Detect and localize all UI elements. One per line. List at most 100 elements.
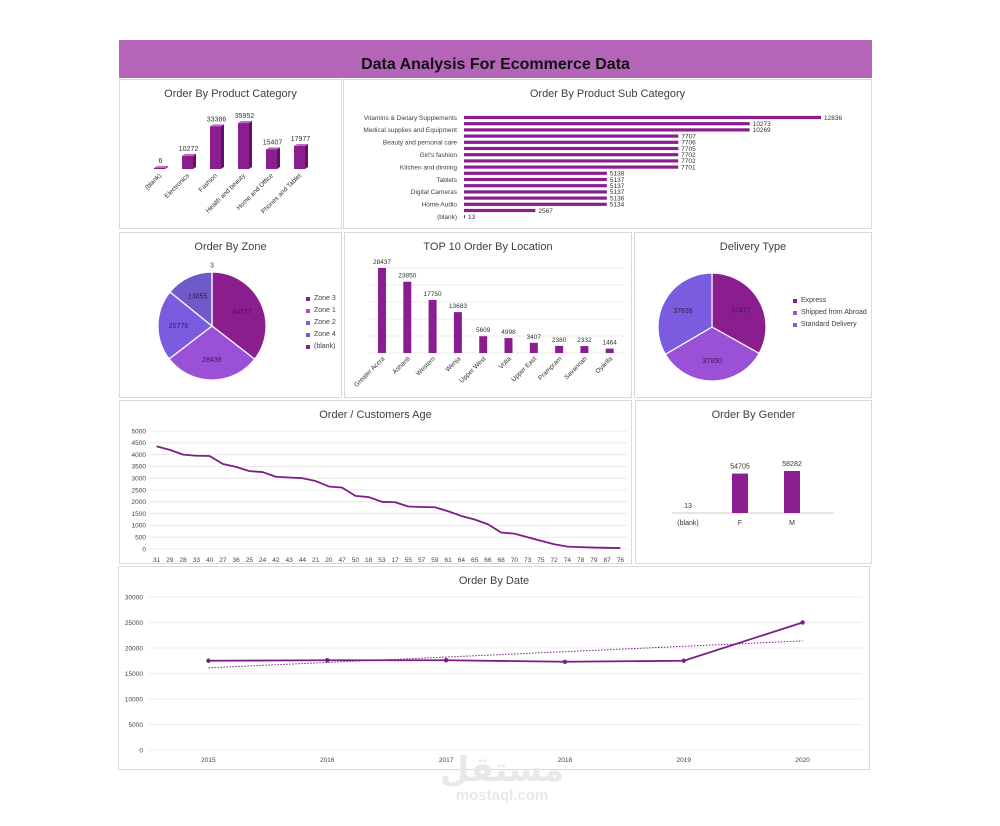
category-data-label: 35952 xyxy=(235,113,255,120)
location-bar xyxy=(378,268,386,353)
location-bar xyxy=(428,299,437,353)
subcategory-tick-label: Beauty and personal care xyxy=(383,140,457,147)
delivery-legend-label: Shipped from Abroad xyxy=(801,309,867,316)
age-ytick-label: 5000 xyxy=(132,428,147,435)
age-ytick-label: 500 xyxy=(135,535,146,542)
zone-slice xyxy=(211,271,267,360)
location-tick-label: Volta xyxy=(498,355,513,370)
category-bar-top xyxy=(210,124,224,127)
location-data-label: 5609 xyxy=(476,327,491,334)
date-xtick-label: 2016 xyxy=(320,757,335,764)
location-bar xyxy=(453,312,462,353)
category-data-label: 10272 xyxy=(179,146,199,153)
location-bar xyxy=(555,345,564,353)
subcategory-tick-label: (blank) xyxy=(437,214,457,221)
location-tick-label: Western xyxy=(415,355,437,377)
delivery-panel: Delivery Type 37477 37850 37838 Express Shi… xyxy=(634,232,872,398)
category-data-label: 17977 xyxy=(291,136,311,143)
zone-data-label: 34717 xyxy=(232,309,252,316)
subcategory-tick-label: Vitamins & Dietary Supplements xyxy=(364,115,458,122)
subcategory-tick-label: Girl's fashion xyxy=(420,152,458,159)
age-xtick-label: 74 xyxy=(564,557,572,564)
category-bar-side xyxy=(193,153,196,169)
gender-tick-label: (blank) xyxy=(677,520,698,527)
watermark-logo: مستقل mostaql.com xyxy=(437,752,567,804)
subcategory-tick-label: Tablets xyxy=(436,177,457,184)
location-data-label: 13683 xyxy=(449,303,467,310)
subcategory-bar xyxy=(464,122,750,126)
category-bar-top xyxy=(182,153,196,156)
date-data-point xyxy=(325,658,330,663)
zone-slice xyxy=(157,291,213,360)
age-xtick-label: 29 xyxy=(166,557,174,564)
zone-title: Order By Zone xyxy=(194,241,267,253)
location-bar xyxy=(529,342,538,353)
location-tick-label: Upper East xyxy=(510,355,538,383)
category-tick-label: Fashion xyxy=(198,172,220,194)
subcategory-data-label: 12836 xyxy=(824,115,842,122)
zone-legend-item: Zone 2 xyxy=(306,319,336,326)
location-tick-label: Upper West xyxy=(458,355,487,384)
age-ytick-label: 1500 xyxy=(132,511,147,518)
category-bar-side xyxy=(249,121,252,169)
age-xtick-label: 33 xyxy=(193,557,201,564)
location-tick-label: Oyarifa xyxy=(594,355,614,375)
subcategory-data-label: 7701 xyxy=(681,164,696,171)
subcategory-panel: Order By Product Sub Category 12836 Vitam… xyxy=(343,79,872,229)
location-tick-label: Savannah xyxy=(563,355,589,381)
zone-data-label: 13855 xyxy=(188,293,208,300)
age-xtick-label: 21 xyxy=(312,557,320,564)
age-xtick-label: 31 xyxy=(153,557,161,564)
category-chart: 6 (blank) 10272 Electronics 33386 Fashion 3595… xyxy=(144,113,311,215)
delivery-slice xyxy=(664,326,760,382)
subcategory-bar xyxy=(464,177,607,182)
location-bar xyxy=(580,346,589,353)
gender-title: Order By Gender xyxy=(711,409,796,421)
age-ytick-label: 3500 xyxy=(132,464,147,471)
zone-legend-item: Zone 4 xyxy=(306,331,336,338)
subcategory-bar xyxy=(464,196,607,200)
category-bar xyxy=(182,155,193,169)
subcategory-tick-label: Digital Cameras xyxy=(411,189,458,196)
age-xtick-label: 70 xyxy=(511,557,519,564)
age-xtick-label: 64 xyxy=(458,557,466,564)
category-bar-top xyxy=(294,144,308,147)
location-data-label: 28437 xyxy=(373,259,391,266)
age-xtick-label: 28 xyxy=(180,557,188,564)
delivery-data-label: 37850 xyxy=(703,358,723,365)
age-xtick-label: 47 xyxy=(339,557,347,564)
zone-legend-swatch xyxy=(306,321,310,325)
date-ytick-label: 5000 xyxy=(129,722,144,729)
age-ytick-label: 2500 xyxy=(132,487,147,494)
delivery-data-label: 37477 xyxy=(731,308,751,315)
location-chart: 28437 Greater Accra 23850 Ashanti 17750 Weste… xyxy=(353,259,625,389)
age-xtick-label: 61 xyxy=(445,557,453,564)
dashboard-title: Data Analysis For Ecommerce Data xyxy=(361,56,630,73)
gender-bar xyxy=(732,473,748,513)
date-xtick-label: 2017 xyxy=(439,757,454,764)
gender-data-label: 54705 xyxy=(730,464,750,471)
gender-panel: Order By Gender 13 (blank) 54705 F 58282 M xyxy=(635,400,872,564)
zone-legend: Zone 3 Zone 1 Zone 2 Zone 4 (blank) xyxy=(306,295,336,355)
gender-data-label: 58282 xyxy=(782,461,802,468)
category-bar xyxy=(210,126,221,169)
age-chart: 0 500 1000 1500 2000 2500 3000 3500 4000 4500 5000… xyxy=(132,428,627,564)
location-bar xyxy=(504,338,513,353)
age-xtick-label: 36 xyxy=(233,557,241,564)
subcategory-data-label: 5138 xyxy=(610,171,625,178)
date-data-point xyxy=(443,658,449,663)
location-panel: TOP 10 Order By Location 28437 Greater Ac… xyxy=(344,232,632,398)
subcategory-bar xyxy=(464,128,750,132)
category-tick-label: Electronics xyxy=(163,172,191,200)
date-series-line xyxy=(208,621,803,663)
date-panel: Order By Date 0 5000 10000 15000 20000 25000 3… xyxy=(118,566,870,770)
age-ytick-label: 1000 xyxy=(132,523,147,530)
gender-tick-label: F xyxy=(738,520,742,527)
age-xtick-label: 87 xyxy=(604,557,612,564)
zone-legend-item: (blank) xyxy=(306,343,336,350)
category-data-label: 15407 xyxy=(263,139,283,146)
zone-legend-label: Zone 2 xyxy=(314,319,336,326)
date-chart: 0 5000 10000 15000 20000 25000 30000 2015 2016 20… xyxy=(125,594,862,764)
watermark-latin: mostaql.com xyxy=(455,787,549,804)
age-xtick-label: 55 xyxy=(405,557,413,564)
